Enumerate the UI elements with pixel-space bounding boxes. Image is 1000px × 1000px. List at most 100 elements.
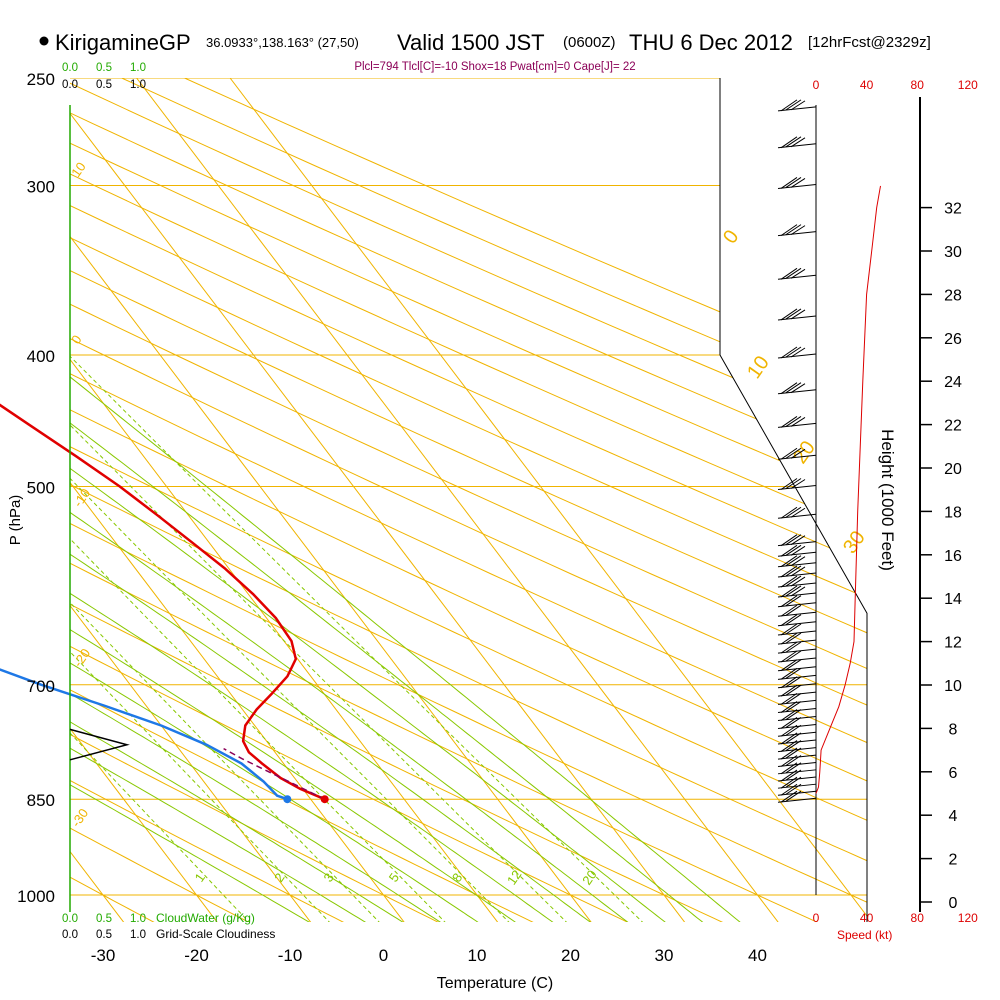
forecast-info: [12hrFcst@2329z] [808,34,931,51]
wind-barb-staff [777,572,817,578]
valid-utc: (0600Z) [563,34,616,51]
height-tick-label: 4 [949,808,958,825]
wind-barb [777,667,817,680]
wind-barb-staff [777,551,817,557]
wind-barb-feather [785,382,802,394]
mixing-ratio-line [70,354,447,922]
moist-adiabat-line [70,78,631,922]
dry-adiabat-line [70,78,867,922]
speed-bottom-tick: 120 [958,911,978,925]
wind-barb-feather [780,709,798,721]
moist-adiabat-line [70,78,313,922]
wind-barb [777,99,817,112]
wind-barb-staff [777,639,817,645]
cloudiness-bottom-tick: 1.0 [130,929,146,941]
wind-barb [777,614,817,627]
isotherm-label: 0 [719,226,743,248]
height-axis-label: Height (1000 Feet) [878,429,897,571]
cloudiness-top-tick: 1.0 [130,79,146,91]
wind-barb-feather [785,724,802,736]
wind-barb [777,684,817,697]
dry-adiabat-line [70,78,867,922]
wind-barb [777,415,817,428]
cloudwater-bottom-tick: 1.0 [130,913,146,925]
speed-bottom-tick: 80 [911,911,925,925]
height-tick-label: 10 [944,678,962,695]
speed-label: Speed (kt) [837,928,892,942]
wind-barb-feather [785,717,802,728]
height-tick-label: 12 [944,635,962,652]
wind-barb-feather [790,586,806,597]
wind-barb-staff [777,648,817,654]
wind-barb [777,177,817,189]
cloudwater-top-tick: 0.5 [96,62,112,74]
wind-barb-staff [777,683,817,689]
wind-barb-feather [785,575,802,587]
dry-adiabat-line [70,78,867,922]
wind-barb-feather [790,556,806,567]
isotherm-line [70,78,687,922]
wind-barb-feather [785,478,802,489]
mixing-ratio-label: 12 [504,867,525,887]
wind-barb-feather [785,604,802,616]
dewpoint-line [0,668,288,801]
wind-barb-feather [785,447,802,459]
height-tick-label: 2 [949,852,958,869]
wind-barb-staff [777,143,817,149]
dry-adiabat-line [70,78,867,922]
wind-barb-feather [780,565,798,578]
wind-barb-feather [780,267,798,280]
wind-barb [777,136,817,149]
dry-adiabat-line [70,78,442,922]
isotherm-label: -30 [68,806,91,830]
dry-adiabat-line [70,78,867,922]
wind-barb-staff [777,106,817,112]
moist-adiabat-line [70,78,444,922]
height-tick-label: 32 [944,201,962,218]
wind-barb [777,650,817,663]
wind-barb-staff [777,183,817,189]
wind-speed-line [815,185,881,794]
wind-barb-feather [790,566,806,577]
moist-adiabat-line [70,78,705,922]
cloudwater-top-tick: 0.0 [62,62,78,74]
moist-adiabat-line [70,78,743,922]
wind-barb [777,604,817,617]
wind-barb-feather [790,576,806,587]
dry-adiabat-line [70,78,632,922]
wind-barb-feather [790,309,806,320]
wind-barb-staff [777,666,817,672]
station-coords: 36.0933°,138.163° (27,50) [206,35,359,50]
wind-barb-feather [785,506,802,518]
wind-barb [777,308,817,321]
height-tick-label: 30 [944,244,962,261]
pressure-tick-label: 300 [27,177,55,196]
isotherm-line [136,78,780,922]
wind-barb [777,447,817,460]
mixing-ratio-label: 3 [320,870,336,885]
wind-barb [777,585,817,598]
wind-barb [777,224,817,237]
wind-barb [777,478,817,490]
cloudwater-bottom-tick: 0.5 [96,913,112,925]
y-axis-label: P (hPa) [7,495,24,546]
station-dot-icon [39,36,49,46]
wind-barb-feather [785,544,802,556]
wind-barb-staff [777,513,817,519]
wind-barbs [777,99,817,803]
wind-barb-feather [785,732,802,744]
height-tick-label: 0 [949,895,958,912]
wind-barb-feather [780,177,798,189]
dry-adiabat-line [70,78,347,922]
wind-barb-feather [785,555,802,567]
moist-adiabat-line [70,78,593,922]
wind-barb-feather [790,137,806,148]
wind-barb-feather [780,308,798,321]
mixing-ratio-label: 2 [271,870,287,885]
wind-barb-feather [780,684,798,697]
wind-barb-staff [777,231,817,237]
pressure-tick-label: 850 [27,791,55,810]
wind-barb-staff [777,353,817,359]
isotherm-label: -10 [70,486,93,510]
mixing-ratio-line [70,354,251,922]
